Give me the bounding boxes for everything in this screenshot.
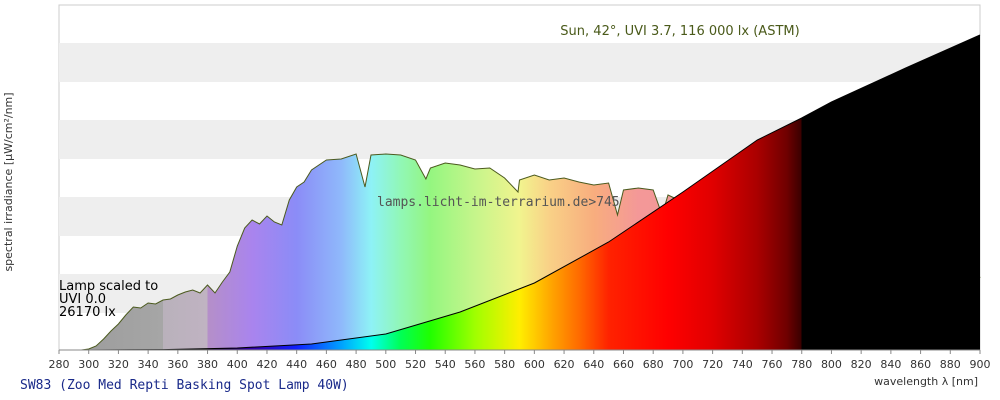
x-tick-label: 600 — [524, 358, 545, 371]
x-tick-label: 280 — [49, 358, 70, 371]
x-tick-label: 380 — [197, 358, 218, 371]
x-tick-label: 760 — [762, 358, 783, 371]
x-tick-label: 460 — [316, 358, 337, 371]
x-tick-label: 780 — [791, 358, 812, 371]
x-tick-label: 340 — [138, 358, 159, 371]
lamp-note-line1: Lamp scaled to — [59, 279, 158, 294]
x-tick-label: 480 — [346, 358, 367, 371]
x-tick-label: 800 — [821, 358, 842, 371]
x-tick-label: 420 — [256, 358, 277, 371]
x-tick-label: 640 — [583, 358, 604, 371]
x-tick-label: 540 — [435, 358, 456, 371]
lamp-scale-note: Lamp scaled to UVI 0.0 26170 lx — [59, 279, 158, 320]
x-axis-label: wavelength λ [nm] — [874, 375, 978, 388]
lamp-note-line3: 26170 lx — [59, 305, 116, 320]
x-tick-label: 700 — [672, 358, 693, 371]
x-tick-label: 300 — [78, 358, 99, 371]
x-tick-label: 660 — [613, 358, 634, 371]
lamp-spectrum-series — [88, 34, 981, 351]
grid-band — [59, 43, 980, 82]
x-tick-label: 400 — [227, 358, 248, 371]
x-tick-label: 820 — [851, 358, 872, 371]
x-tick-label: 580 — [494, 358, 515, 371]
x-tick-label: 720 — [702, 358, 723, 371]
x-tick-label: 440 — [286, 358, 307, 371]
x-tick-label: 560 — [464, 358, 485, 371]
x-tick-label: 320 — [108, 358, 129, 371]
y-axis-label: spectral irradiance [µW/cm²/nm] — [2, 92, 15, 271]
watermark-text: lamps.licht-im-terrarium.de>745 — [377, 195, 620, 210]
lamp-note-line2: UVI 0.0 — [59, 292, 106, 307]
x-tick-label: 900 — [970, 358, 991, 371]
lamp-spectrum-line — [88, 34, 981, 351]
x-tick-label: 520 — [405, 358, 426, 371]
x-axis: 280 300 320 340 360 380 400 420 440 460 480 500 520 5… — [49, 349, 991, 371]
x-tick-label: 740 — [732, 358, 753, 371]
x-tick-label: 680 — [643, 358, 664, 371]
x-tick-label: 880 — [940, 358, 961, 371]
x-tick-label: 620 — [554, 358, 575, 371]
x-tick-label: 500 — [375, 358, 396, 371]
lamp-spectrum-area — [88, 35, 980, 350]
x-tick-label: 860 — [910, 358, 931, 371]
sun-series-label: Sun, 42°, UVI 3.7, 116 000 lx (ASTM) — [560, 24, 799, 39]
x-tick-label: 360 — [167, 358, 188, 371]
chart-title: SW83 (Zoo Med Repti Basking Spot Lamp 40… — [20, 378, 349, 393]
x-tick-label: 840 — [880, 358, 901, 371]
